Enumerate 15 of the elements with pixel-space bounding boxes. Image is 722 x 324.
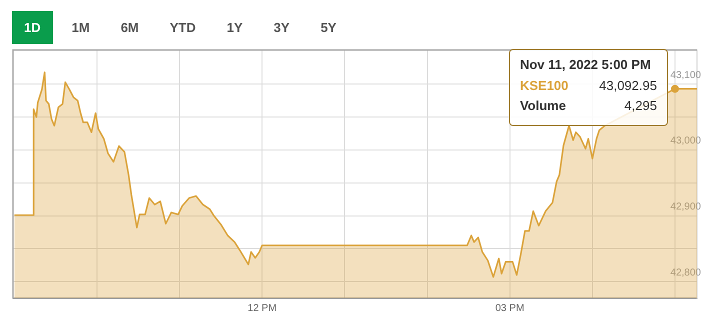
y-tick-label: 43,100 [670, 70, 702, 81]
text: 5Y [320, 19, 338, 37]
text: 1M [70, 19, 91, 37]
x-tick-label: 03 PM [495, 302, 524, 314]
annotation: Volume [520, 98, 566, 113]
text: 1D [12, 11, 53, 44]
annotation: Nov 11, 2022 5:00 PM [520, 56, 652, 72]
text: YTD [168, 19, 197, 37]
data-label: 43,092.95 [599, 78, 657, 93]
annotation: 4,295 [624, 98, 657, 113]
text: KSE100 [520, 78, 568, 93]
text: 3Y [272, 19, 291, 37]
text: 6M [120, 19, 140, 37]
x-tick-label: 12 PM [248, 302, 277, 314]
text: 1Y [226, 19, 244, 37]
